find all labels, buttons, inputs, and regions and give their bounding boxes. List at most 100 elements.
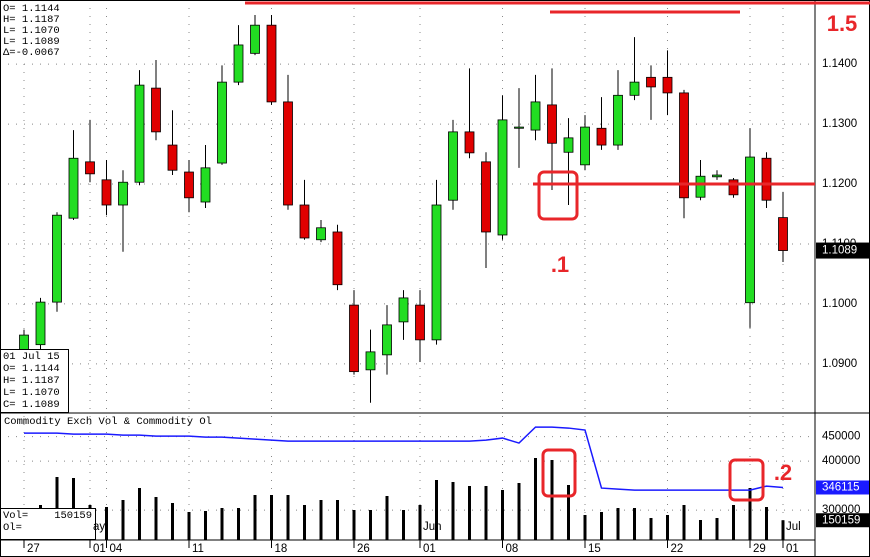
candle-body	[712, 174, 722, 178]
volume-bar	[270, 495, 273, 540]
candle-body	[365, 351, 376, 371]
candle-body	[398, 297, 409, 323]
annotation-text: .1	[551, 252, 569, 277]
month-label: Jun	[423, 521, 442, 533]
x-tick-label: 08	[506, 543, 519, 555]
candle-body	[316, 227, 326, 241]
annotation-box	[537, 170, 579, 221]
candle-body	[464, 131, 475, 154]
y-tick-label: 1.0900	[822, 358, 857, 370]
volume-bar	[286, 495, 290, 540]
series-readout: 150159	[54, 510, 92, 522]
readout-line: L= 1.1070	[3, 387, 60, 399]
y-tick-label: 300000	[822, 504, 860, 516]
candle-body	[349, 304, 359, 373]
candle-body	[514, 126, 524, 129]
candle-body	[35, 301, 46, 346]
last-price-label: 1.1089	[822, 245, 857, 257]
volume-bar	[402, 510, 405, 540]
candle-body	[448, 131, 458, 201]
volume-bar	[633, 508, 636, 540]
candle-body	[778, 217, 788, 251]
volume-bar	[204, 511, 207, 540]
readout-line: O= 1.1144	[3, 3, 60, 15]
candle-body	[613, 94, 623, 146]
volume-bar	[484, 486, 488, 540]
y-tick-label: 400000	[822, 455, 860, 467]
candle-body	[233, 44, 244, 83]
readout-line: O= 1.1144	[3, 363, 60, 375]
candle-body	[415, 304, 425, 341]
readout-top: O= 1.1144 H= 1.1187 L= 1.1070 L= 1.1089 …	[1, 1, 67, 59]
candle-body	[679, 92, 689, 199]
readout-line: L= 1.1089	[3, 36, 60, 48]
readout-bg	[0, 349, 69, 413]
last-value-label: 150159	[822, 514, 860, 526]
x-tick-label: 27	[27, 543, 40, 555]
x-tick-label: 04	[110, 543, 123, 555]
volume-bar	[171, 503, 174, 540]
volume-bar	[435, 480, 438, 540]
x-tick-label: 15	[588, 543, 601, 555]
candle-body	[151, 87, 161, 133]
candle-body	[646, 76, 656, 88]
volume-bar	[319, 500, 323, 540]
readout-bg	[0, 508, 96, 540]
candle-body	[596, 127, 607, 146]
readout-line: H= 1.1187	[3, 375, 60, 387]
y-tick-label: 1.1000	[822, 298, 857, 310]
annotation-box	[728, 458, 765, 502]
volume-bar	[385, 496, 389, 540]
candle-body	[695, 175, 706, 198]
candle-body	[580, 126, 590, 166]
volume-bar	[187, 512, 191, 540]
y-tick-label: 450000	[822, 431, 860, 443]
annotation-text: 1.5	[827, 11, 858, 36]
candle-body	[497, 119, 508, 236]
volume-bar	[418, 505, 422, 540]
volume-bar	[732, 505, 735, 540]
candle-body	[167, 144, 178, 171]
y-tick-label: 1.1400	[822, 58, 857, 70]
candle-body	[728, 179, 739, 196]
candle-body	[332, 231, 343, 286]
volume-bar	[666, 515, 669, 540]
last-value-bg	[816, 480, 869, 495]
month-label: ay	[93, 521, 105, 533]
annotations	[245, 1, 870, 502]
volume-bar	[369, 510, 372, 540]
last-value-bg	[816, 513, 869, 528]
volume-bar	[220, 508, 224, 540]
volume-bar	[715, 518, 719, 540]
readout-line: H= 1.1187	[3, 14, 60, 26]
panel-title: Commodity Exch Vol & Commodity Ol	[4, 416, 212, 428]
candle-body	[217, 81, 227, 164]
month-label: Jul	[786, 521, 801, 533]
volume-bar	[616, 508, 620, 540]
axis-labels: 1.09001.10001.11001.12001.13001.14002701…	[23, 58, 869, 555]
last-price-bg	[816, 242, 869, 259]
volume-bar	[765, 507, 768, 540]
x-tick-label: 29	[753, 543, 766, 555]
candle-body	[283, 101, 293, 206]
readout-line: Δ=-0.0067	[3, 47, 60, 59]
series-name: Ol=	[3, 522, 22, 534]
readout-box: 01 Jul 15 O= 1.1144 H= 1.1187 L= 1.1070 …	[0, 349, 69, 413]
x-tick-label: 26	[357, 543, 370, 555]
candle-body	[68, 157, 79, 219]
volume-bar	[583, 515, 587, 540]
candle-body	[629, 81, 640, 96]
candle-body	[200, 167, 211, 203]
volume-bar	[451, 482, 455, 540]
volume-bar	[303, 505, 306, 540]
volume-bar	[699, 520, 702, 540]
candle-body	[299, 204, 310, 239]
volume-bar	[468, 486, 471, 540]
volume-bar	[121, 500, 125, 540]
candle-body	[745, 156, 755, 304]
candle-body	[52, 214, 62, 303]
volume-bar	[649, 518, 653, 540]
candle-body	[761, 157, 772, 201]
volume-bar	[138, 488, 141, 540]
